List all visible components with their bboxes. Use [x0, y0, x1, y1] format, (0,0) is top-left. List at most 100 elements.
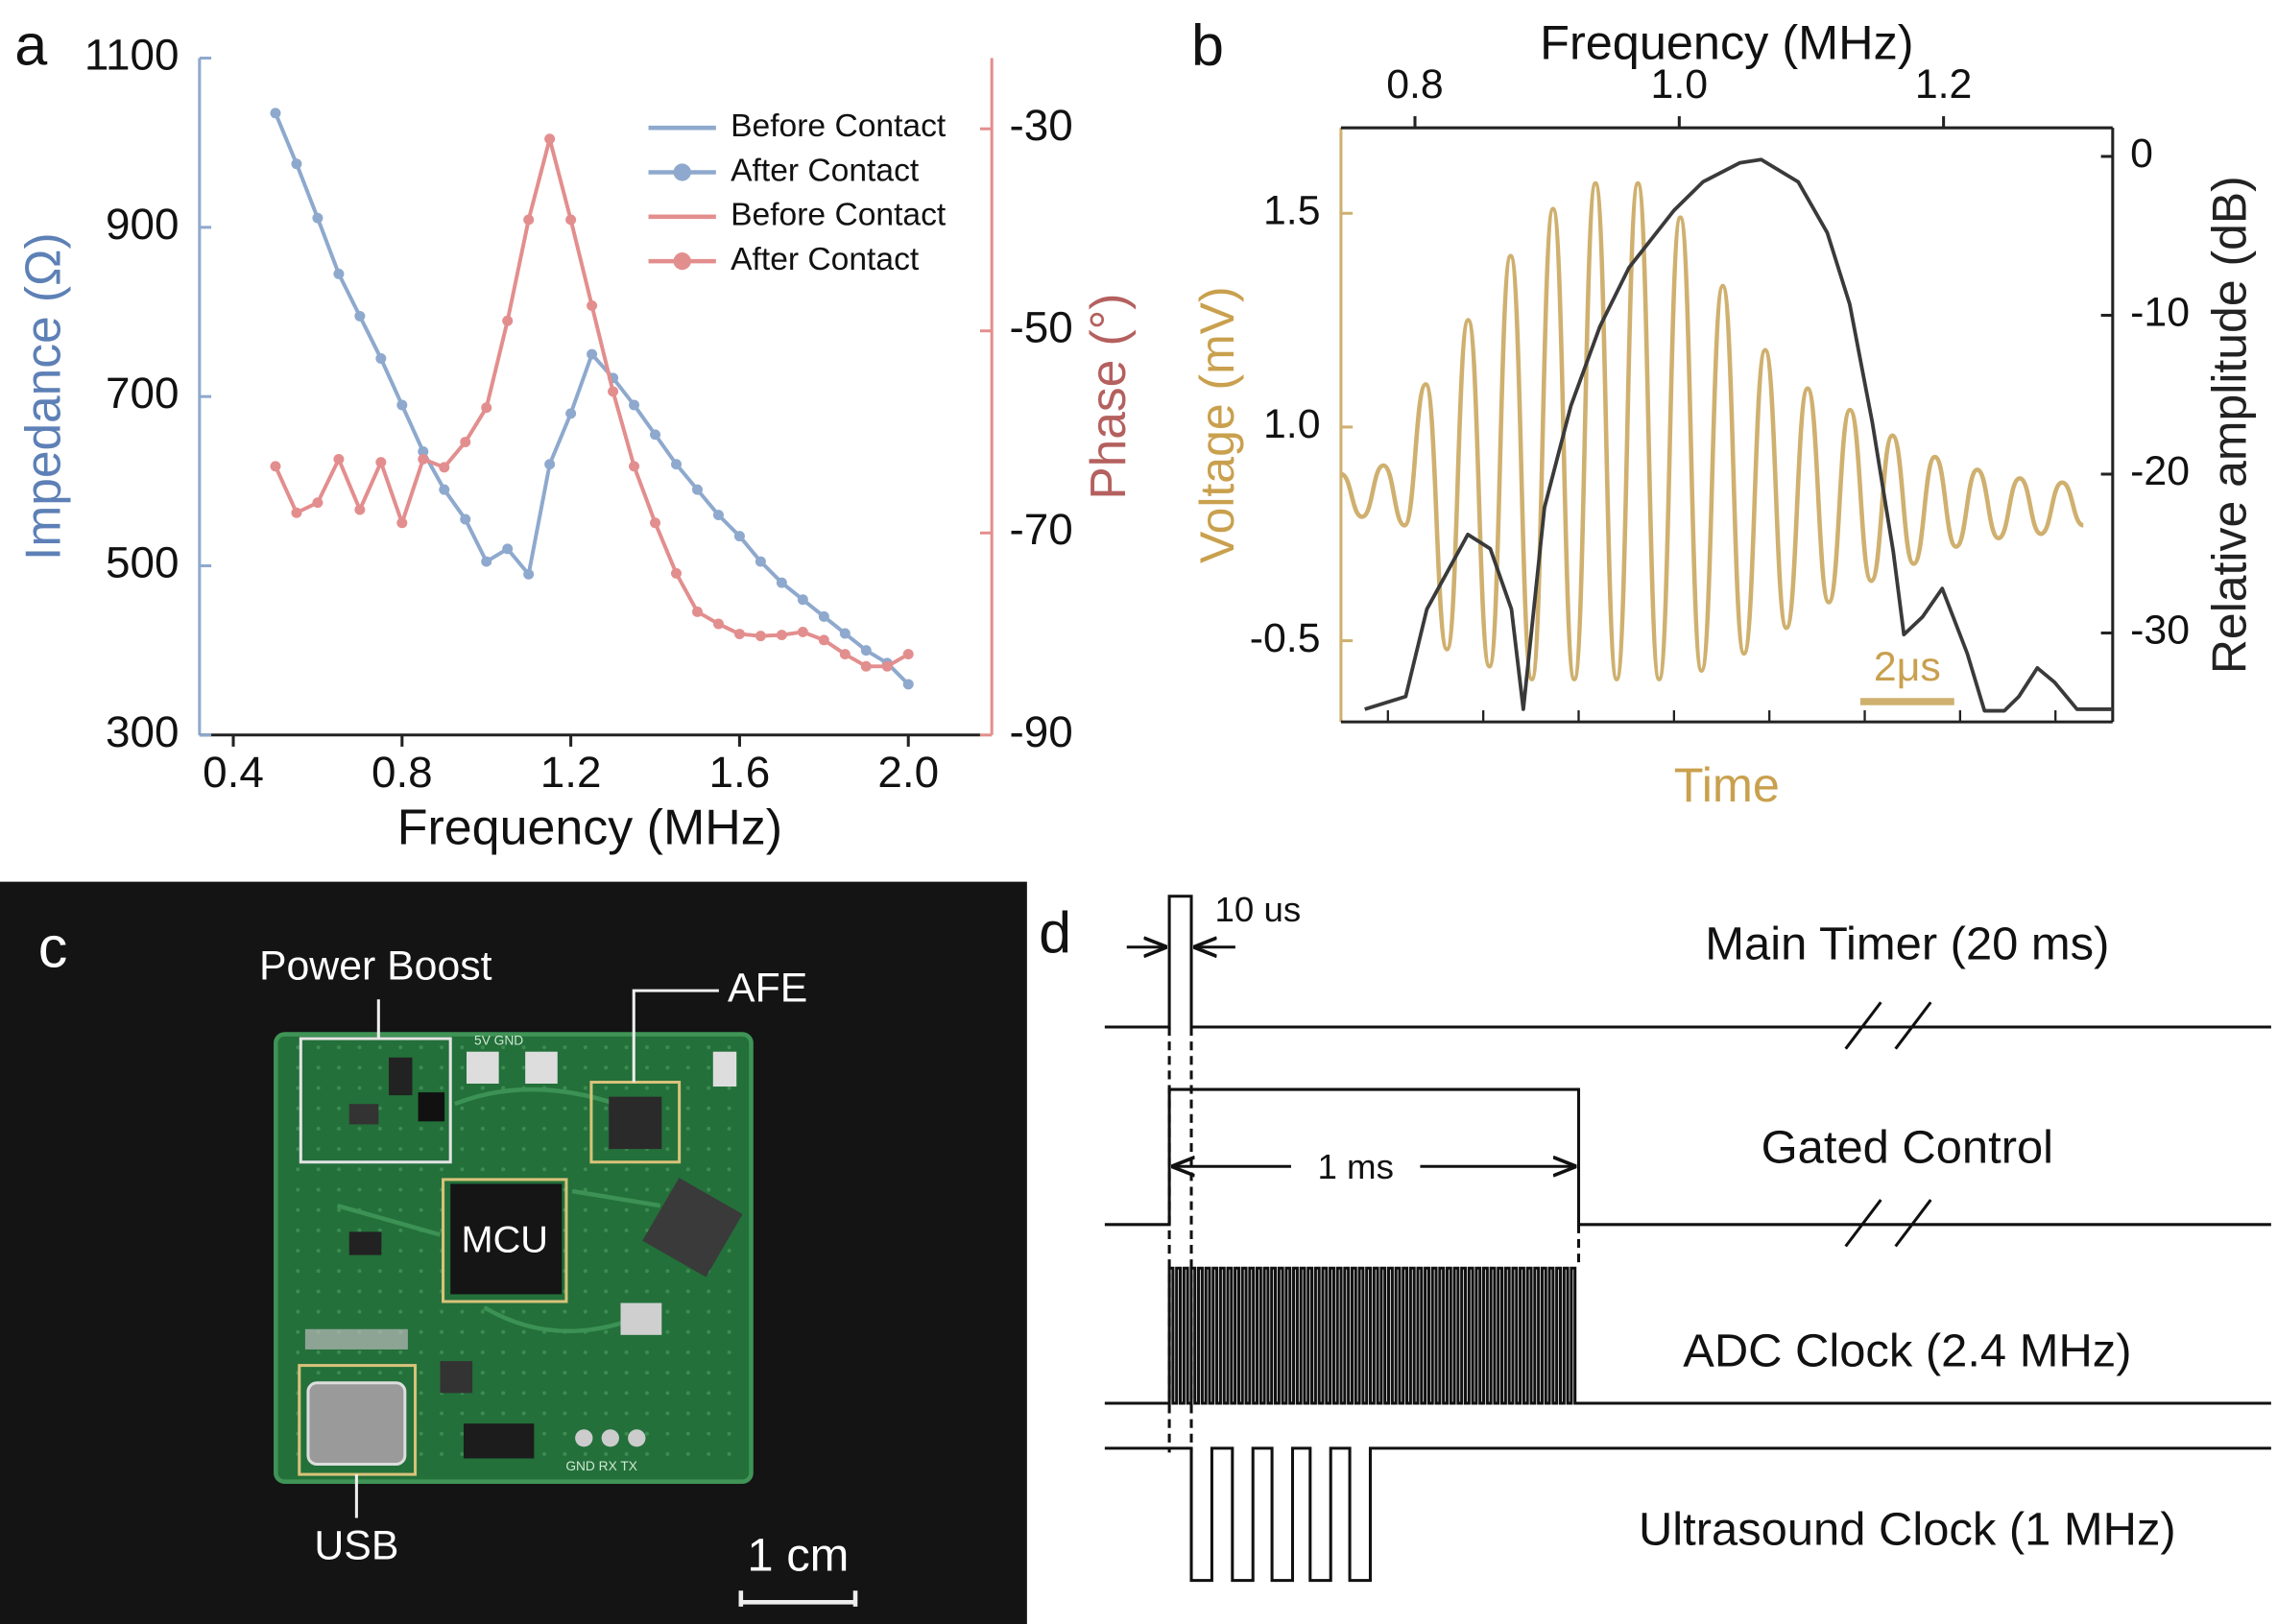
y2-tick-label: -30 — [1010, 101, 1073, 150]
series-marker — [502, 315, 514, 326]
series-marker — [312, 497, 324, 509]
afe-chip — [609, 1096, 662, 1150]
series-marker — [502, 543, 514, 555]
series-marker — [776, 630, 787, 641]
panel-label: a — [14, 12, 47, 78]
y2-axis-label: Phase (°) — [1080, 294, 1136, 500]
series-marker — [270, 461, 281, 472]
series-marker — [881, 660, 893, 672]
series-marker — [839, 628, 851, 639]
y-tick-label: -0.5 — [1250, 615, 1321, 661]
series-marker — [418, 446, 429, 457]
series-marker — [523, 568, 535, 580]
photo-label: Power Boost — [259, 943, 492, 990]
pad — [575, 1429, 593, 1447]
component — [418, 1092, 445, 1122]
signal-label: Gated Control — [1762, 1122, 2053, 1174]
photo-label: AFE — [728, 966, 807, 1012]
series-marker — [439, 484, 450, 495]
scale-bar-ends — [738, 1590, 858, 1607]
y2-tick-label: -20 — [2130, 448, 2190, 494]
y-tick-label: 700 — [106, 369, 179, 418]
panel-label: c — [38, 915, 68, 980]
y-axis-label: Impedance (Ω) — [14, 232, 70, 561]
x-tick-label: 2.0 — [877, 748, 939, 797]
series-marker — [312, 212, 324, 224]
annotation: 1 ms — [1317, 1147, 1393, 1186]
series-marker — [587, 348, 598, 360]
series-marker — [776, 577, 787, 588]
x-tick-label: 1.6 — [709, 748, 771, 797]
series-marker — [523, 214, 535, 226]
x-axis-label: Frequency (MHz) — [1540, 16, 1913, 70]
series-marker — [797, 626, 808, 637]
signal-label: Main Timer (20 ms) — [1705, 919, 2109, 970]
series-marker — [650, 517, 661, 529]
panel-label: b — [1191, 12, 1224, 78]
series-marker — [544, 133, 556, 145]
series-marker — [733, 531, 745, 542]
pad — [601, 1429, 619, 1447]
time-label: Time — [1674, 758, 1780, 812]
photo-panel: c Power Boost AFE MCU USB 5V GND GND RX … — [0, 881, 1027, 1624]
component — [348, 1104, 379, 1125]
series-marker — [291, 158, 302, 170]
ultrasound-clock-wave — [1104, 1446, 2271, 1583]
component — [525, 1051, 558, 1085]
series-marker — [691, 606, 703, 617]
series-marker — [818, 634, 829, 646]
series-marker — [565, 214, 577, 226]
series-marker — [396, 517, 408, 529]
scale-bar-label: 2μs — [1874, 644, 1941, 690]
gated-control-wave — [1104, 1087, 2271, 1227]
mcu-box — [442, 1178, 568, 1303]
series-marker — [375, 353, 387, 364]
series-marker — [650, 429, 661, 441]
legend-label: Before Contact — [731, 198, 947, 233]
series-marker — [902, 649, 914, 660]
series-line — [1364, 157, 2113, 713]
component — [348, 1231, 382, 1255]
signal-label: ADC Clock (2.4 MHz) — [1683, 1325, 2131, 1377]
photo-label: USB — [314, 1523, 398, 1569]
y-tick-label: 1.0 — [1263, 401, 1320, 447]
y-tick-label: 1100 — [84, 31, 180, 80]
annotation: 10 us — [1214, 890, 1301, 929]
main-timer-wave — [1104, 895, 2271, 1029]
dashed-guide — [1167, 1026, 1581, 1453]
y-tick-label: 500 — [106, 538, 179, 587]
x-tick-label: 1.0 — [1651, 61, 1708, 107]
series-marker — [629, 399, 640, 411]
series-marker — [818, 610, 829, 622]
series-marker — [418, 453, 429, 465]
y-tick-label: 1.5 — [1263, 188, 1320, 234]
series-marker — [839, 649, 851, 660]
panel-label: d — [1039, 899, 1071, 965]
series-marker — [860, 645, 872, 657]
y2-tick-label: -10 — [2130, 290, 2190, 336]
series-marker — [544, 459, 556, 470]
header-pins — [463, 1423, 535, 1459]
component — [389, 1057, 413, 1096]
series-marker — [712, 510, 724, 521]
component — [467, 1051, 499, 1085]
series-marker — [481, 556, 492, 567]
series-marker — [902, 679, 914, 690]
silkscreen: 5V GND — [474, 1034, 523, 1048]
series-marker — [691, 484, 703, 495]
series-marker — [439, 462, 450, 473]
series-marker — [375, 457, 387, 468]
series-marker — [733, 629, 745, 639]
series-marker — [291, 507, 302, 518]
y2-tick-label: -90 — [1010, 707, 1073, 756]
series-marker — [481, 402, 492, 414]
series-marker — [608, 386, 619, 397]
y2-tick-label: 0 — [2130, 131, 2153, 177]
y2-tick-label: -30 — [2130, 608, 2190, 654]
pcb-traces — [336, 1087, 661, 1334]
series-line — [1339, 180, 2085, 681]
ic-chip — [642, 1178, 743, 1278]
series-marker — [712, 618, 724, 630]
series-marker — [460, 437, 471, 447]
